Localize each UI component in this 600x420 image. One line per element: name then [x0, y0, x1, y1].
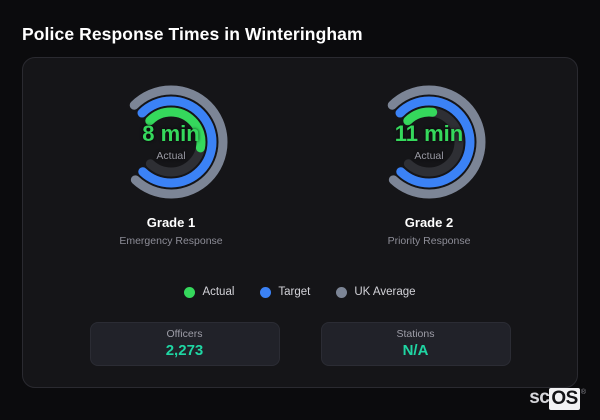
gauge-arcs-grade-1	[114, 85, 228, 199]
legend-label-target: Target	[278, 286, 311, 298]
legend-item-uk-average[interactable]: UK Average	[336, 286, 416, 298]
gauge-description-grade-2: Priority Response	[387, 235, 471, 247]
stat-value-stations: N/A	[402, 341, 429, 359]
gauge-description-grade-1: Emergency Response	[119, 235, 223, 247]
legend-swatch-actual	[184, 286, 196, 298]
gauge-title-grade-2: Grade 2	[404, 215, 454, 230]
arc-uk-average	[372, 85, 486, 199]
gauge-group: 8 min Actual Grade 1 Emergency Response	[23, 80, 577, 247]
dashboard-panel: 8 min Actual Grade 1 Emergency Response	[22, 57, 578, 388]
legend-label-uk-average: UK Average	[354, 286, 416, 298]
gauge-arcs-grade-2	[372, 85, 486, 199]
legend-label-actual: Actual	[202, 286, 235, 298]
stat-card-officers[interactable]: Officers 2,273	[89, 322, 280, 366]
scos-logo: sc OS ®	[529, 388, 586, 410]
registered-trademark-icon: ®	[580, 389, 586, 396]
gauge-svg-grade-1	[114, 85, 228, 199]
arc-uk-average	[114, 85, 228, 199]
gauge-dial-grade-1: 8 min Actual	[109, 80, 233, 204]
logo-text-os: OS	[549, 388, 580, 410]
stat-card-stations[interactable]: Stations N/A	[320, 322, 511, 366]
arc-actual	[394, 107, 464, 177]
gauge-grade-1[interactable]: 8 min Actual Grade 1 Emergency Response	[81, 80, 261, 247]
arc-actual	[136, 107, 206, 177]
chart-legend: Actual Target UK Average	[23, 286, 577, 298]
gauge-grade-2[interactable]: 11 min Actual Grade 2 Priority Response	[339, 80, 519, 247]
stat-label-officers: Officers	[166, 327, 203, 340]
legend-item-target[interactable]: Target	[260, 286, 310, 298]
stat-card-group: Officers 2,273 Stations N/A	[23, 322, 577, 366]
arc-target	[383, 96, 475, 188]
legend-item-actual[interactable]: Actual	[184, 286, 234, 298]
arc-target	[125, 96, 217, 188]
legend-swatch-uk-average	[336, 286, 348, 298]
logo-text-sc: sc	[529, 387, 550, 408]
gauge-dial-grade-2: 11 min Actual	[367, 80, 491, 204]
stat-value-officers: 2,273	[165, 341, 204, 359]
gauge-svg-grade-2	[372, 85, 486, 199]
gauge-title-grade-1: Grade 1	[146, 215, 196, 230]
legend-swatch-target	[260, 286, 272, 298]
stat-label-stations: Stations	[396, 327, 435, 340]
page-title: Police Response Times in Winteringham	[22, 24, 363, 44]
